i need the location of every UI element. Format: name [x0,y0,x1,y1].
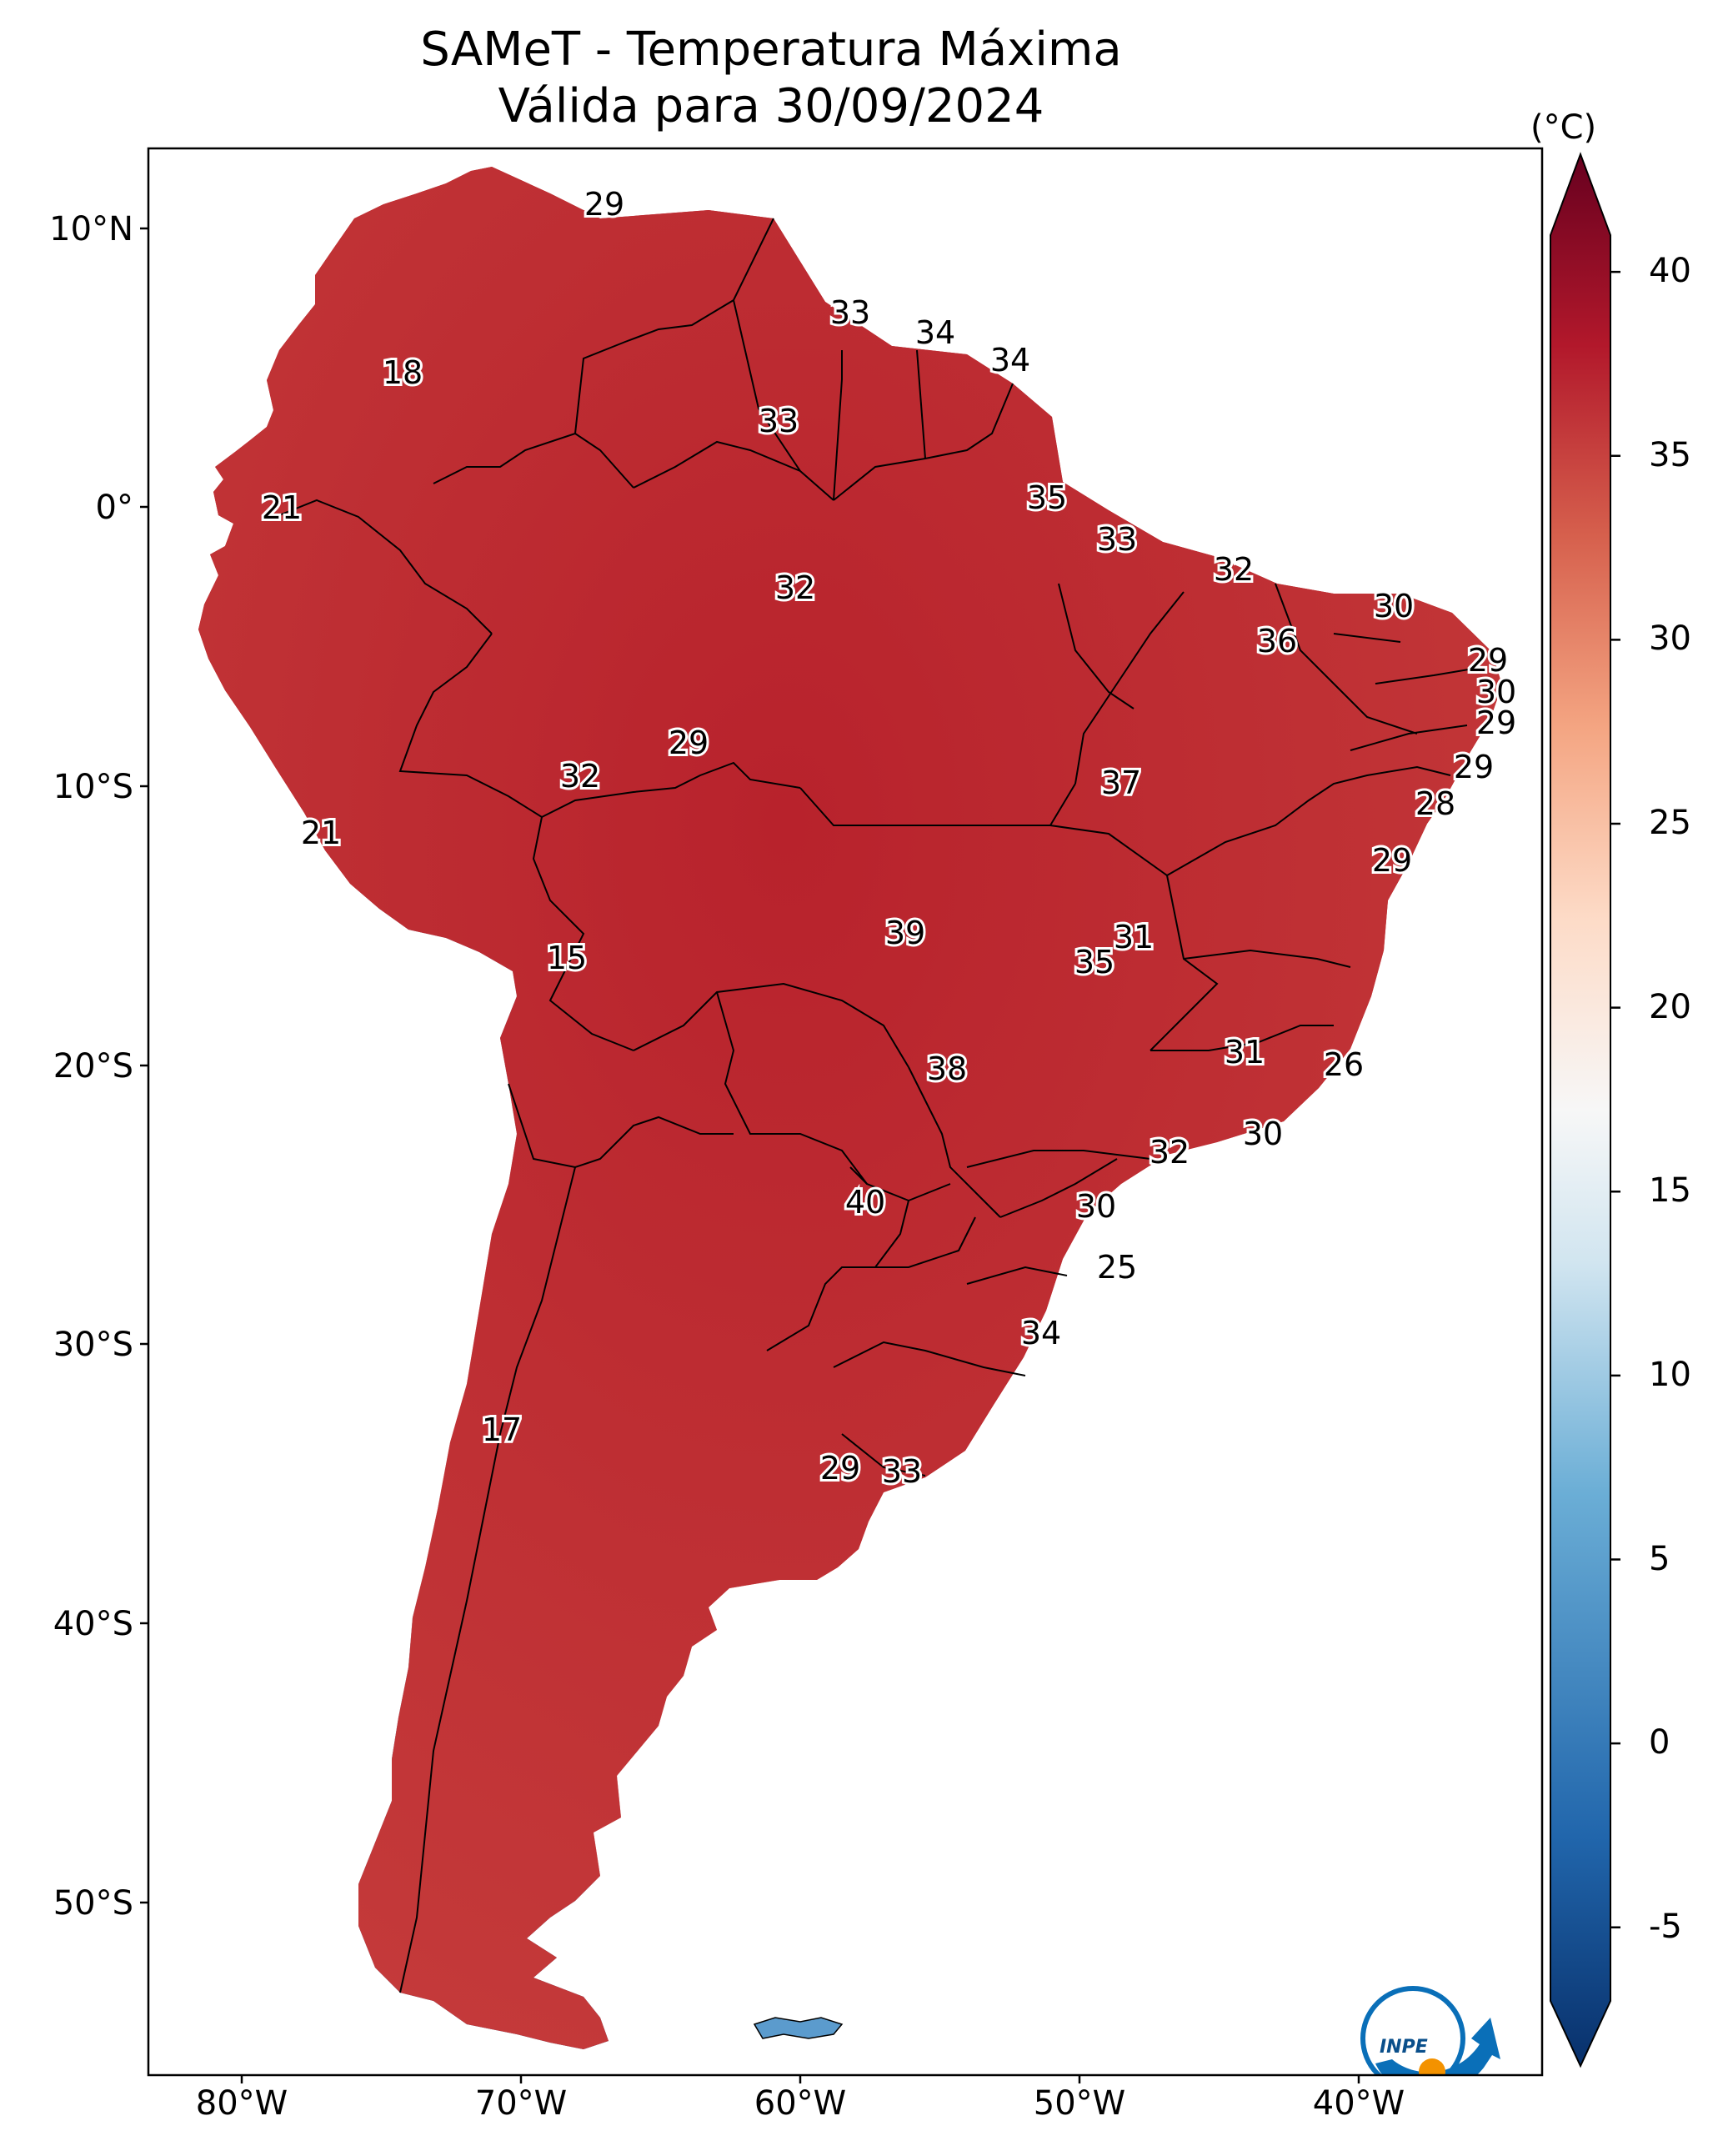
colorbar-tick-label: 35 [1649,435,1691,474]
temperature-label: 30 [1476,674,1516,710]
temperature-label: 30 [1243,1116,1283,1152]
temperature-label: 17 [482,1411,522,1448]
colorbar-tick-label: 15 [1649,1171,1691,1211]
temperature-label: 29 [1476,704,1516,741]
colorbar-unit: (°C) [1530,108,1597,147]
temperature-label: 29 [1372,842,1412,879]
temperature-label: 34 [1021,1315,1061,1351]
lat-label-10n: 10°N [49,210,133,248]
temperature-label: 34 [990,342,1030,379]
colorbar-tick-label: 10 [1649,1355,1691,1394]
temperature-label: 21 [301,815,341,851]
temperature-label: 32 [1150,1134,1190,1171]
lat-label-20s: 20°S [53,1047,133,1086]
temperature-label: 33 [830,294,870,331]
lon-label-40w: 40°W [1312,2084,1405,2123]
temperature-label: 33 [759,403,799,439]
temperature-label: 29 [1454,749,1494,785]
falkland-islands [753,2017,844,2039]
map-title: SAMeT - Temperatura Máxima [420,23,1122,77]
temperature-label: 30 [1374,588,1414,624]
axis-ticks [140,227,1360,2083]
lat-label-30s: 30°S [53,1326,133,1364]
temperature-label: 31 [1114,919,1154,955]
temperature-label: 18 [383,354,423,391]
colorbar-tick-label: 20 [1649,987,1691,1026]
temperature-label: 30 [1076,1188,1116,1225]
country-borders [274,218,1485,1993]
temperature-label: 26 [1324,1046,1364,1083]
temperature-label: 28 [1415,785,1455,822]
temperature-label: 15 [547,940,587,976]
lat-label-50s: 50°S [53,1884,133,1923]
temperature-label: 37 [1101,765,1141,801]
inpe-logo-text: INPE [1380,2037,1428,2058]
temperature-label: 35 [1027,479,1067,516]
temperature-label: 29 [584,186,624,223]
colorbar-tick-label: -5 [1649,1907,1682,1946]
colorbar-tick-label: 25 [1649,804,1691,842]
lon-label-70w: 70°W [474,2084,568,2123]
lon-label-60w: 60°W [754,2084,847,2123]
map-subtitle: Válida para 30/09/2024 [498,79,1044,133]
colorbar-tick-label: 30 [1649,619,1691,659]
temperature-label: 32 [560,758,600,795]
colorbar-tick-label: 5 [1649,1539,1670,1578]
lon-label-80w: 80°W [195,2084,288,2123]
temperature-label: 35 [1074,944,1114,980]
temperature-label: 33 [1097,521,1137,558]
temperature-label: 29 [1468,642,1508,679]
temperature-label: 36 [1257,623,1297,659]
inpe-logo: INPE [1360,1986,1500,2075]
temperature-label: 33 [882,1453,922,1490]
temperature-label: 32 [775,569,815,606]
temperature-label: 40 [845,1184,885,1221]
temperature-label: 39 [885,915,925,951]
lat-label-10s: 10°S [53,768,133,806]
temperature-label: 29 [669,725,709,761]
temperature-label: 21 [262,489,302,526]
temperature-label: 32 [1214,551,1254,588]
map-frame [147,147,1544,2077]
colorbar-tick-label: 40 [1649,252,1691,291]
lat-label-0: 0° [95,489,133,527]
colorbar-tick-label: 0 [1649,1723,1670,1762]
lon-label-50w: 50°W [1033,2084,1126,2123]
lat-label-40s: 40°S [53,1605,133,1643]
temperature-label: 25 [1097,1249,1137,1286]
temperature-label: 31 [1225,1034,1265,1070]
temperature-label: 34 [915,314,955,351]
temperature-label: 38 [927,1050,967,1087]
temperature-label: 29 [820,1450,860,1487]
